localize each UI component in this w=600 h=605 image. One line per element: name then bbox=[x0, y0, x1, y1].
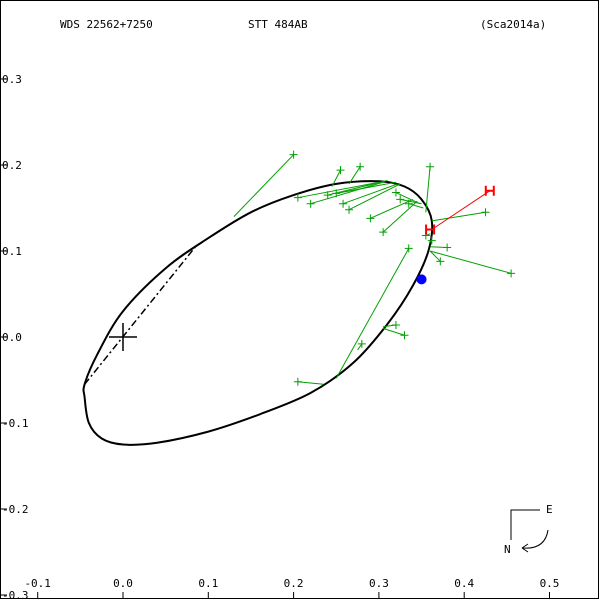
observation-residual bbox=[383, 327, 405, 336]
header-pair-name: STT 484AB bbox=[248, 18, 308, 31]
header-wds-id: WDS 22562+7250 bbox=[60, 18, 153, 31]
y-tick-label: 0.1 bbox=[2, 245, 22, 258]
primary-star-layer bbox=[109, 323, 137, 351]
y-tick-label: 0.0 bbox=[2, 331, 22, 344]
observation-point bbox=[357, 339, 366, 348]
observation-point bbox=[426, 162, 435, 171]
observation-residual bbox=[429, 250, 512, 274]
orbit-layer bbox=[82, 180, 434, 446]
y-tick-label: -0.2 bbox=[2, 503, 29, 516]
observation-residual bbox=[297, 181, 379, 199]
x-tick-label: 0.1 bbox=[198, 577, 218, 590]
x-tick-label: 0.2 bbox=[284, 577, 304, 590]
observation-residual bbox=[429, 250, 441, 262]
current-position-dot bbox=[416, 274, 427, 285]
observation-point bbox=[356, 162, 365, 171]
compass-east-label: E bbox=[546, 503, 553, 516]
observation-point bbox=[306, 199, 315, 208]
y-tick-label: -0.1 bbox=[2, 417, 29, 430]
observation-point bbox=[507, 269, 516, 278]
observation-residual bbox=[431, 211, 486, 222]
x-tick-label: 0.0 bbox=[113, 577, 133, 590]
highlight-residual bbox=[431, 190, 491, 230]
observation-point bbox=[427, 236, 436, 245]
observation-point bbox=[336, 166, 345, 175]
y-tick-label: 0.3 bbox=[2, 73, 22, 86]
observations-layer bbox=[233, 150, 516, 386]
observation-residual bbox=[400, 198, 422, 205]
observation-point bbox=[332, 189, 341, 198]
observation-residual bbox=[425, 166, 431, 213]
observation-point bbox=[391, 320, 400, 329]
highlight-layer bbox=[416, 185, 495, 285]
line-of-nodes bbox=[84, 246, 197, 385]
observation-residual bbox=[331, 169, 341, 187]
compass: E N bbox=[504, 503, 553, 556]
x-tick-label: 0.3 bbox=[369, 577, 389, 590]
observation-residual bbox=[357, 343, 363, 351]
axes: -0.1 0.0 0.1 0.2 0.3 0.4 0.50.30.20.10.0-0.1-0… bbox=[1, 73, 560, 602]
observation-residual bbox=[348, 183, 401, 211]
compass-axes bbox=[510, 509, 540, 540]
primary-star-marker bbox=[109, 323, 137, 351]
observation-residual bbox=[408, 203, 424, 209]
y-tick-label: -0.3 bbox=[2, 589, 29, 600]
observation-residual bbox=[233, 154, 294, 217]
observation-point bbox=[443, 243, 452, 252]
observation-point bbox=[293, 377, 302, 386]
observation-point bbox=[436, 257, 445, 266]
observation-point bbox=[323, 191, 332, 200]
observation-point bbox=[404, 244, 413, 253]
observation-residual bbox=[310, 181, 384, 205]
highlight-point bbox=[425, 224, 436, 235]
x-tick-label: -0.1 bbox=[24, 577, 51, 590]
observation-point bbox=[366, 214, 375, 223]
observation-residual bbox=[297, 381, 324, 385]
observation-point bbox=[391, 188, 400, 197]
observation-residual bbox=[382, 200, 418, 233]
observation-point bbox=[289, 150, 298, 159]
orbit-ellipse bbox=[82, 180, 434, 446]
header-reference: (Sca2014a) bbox=[480, 18, 546, 31]
observation-residual bbox=[395, 192, 421, 205]
observation-residual bbox=[348, 166, 361, 185]
compass-north-label: N bbox=[504, 543, 511, 556]
highlight-point bbox=[484, 185, 495, 196]
x-tick-label: 0.5 bbox=[540, 577, 560, 590]
observation-point bbox=[293, 193, 302, 202]
compass-arrow-icon bbox=[521, 529, 549, 549]
x-tick-label: 0.4 bbox=[454, 577, 474, 590]
observation-point bbox=[339, 199, 348, 208]
observation-point bbox=[481, 208, 490, 217]
observation-residual bbox=[336, 181, 397, 194]
observation-point bbox=[404, 199, 413, 208]
observation-point bbox=[400, 331, 409, 340]
observation-residual bbox=[342, 183, 398, 205]
compass-arrowhead-icon bbox=[521, 543, 529, 553]
observation-point bbox=[379, 228, 388, 237]
observation-point bbox=[345, 205, 354, 214]
y-tick-label: 0.2 bbox=[2, 159, 22, 172]
observation-residual bbox=[370, 198, 414, 219]
observation-point bbox=[396, 195, 405, 204]
observation-residual bbox=[335, 248, 410, 379]
